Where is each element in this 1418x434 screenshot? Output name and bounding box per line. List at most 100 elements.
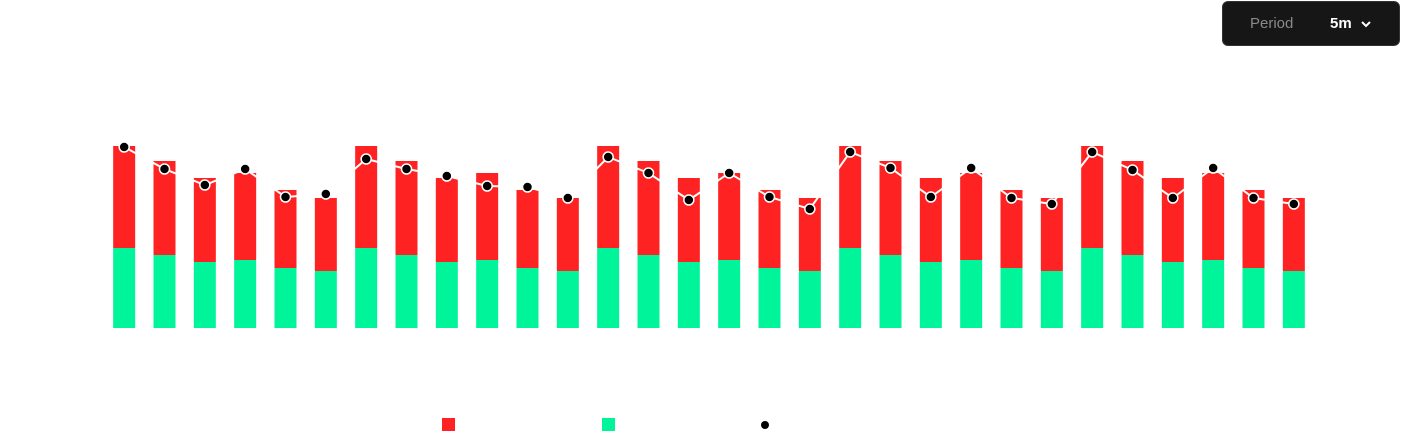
bar-segment bbox=[1282, 271, 1305, 328]
bar-segment bbox=[395, 161, 418, 255]
bar-segment bbox=[435, 262, 458, 328]
bar-segment bbox=[1121, 161, 1144, 255]
bar-segment bbox=[718, 173, 741, 260]
line-dot bbox=[1005, 192, 1018, 204]
line-dot bbox=[925, 191, 937, 203]
line-dot bbox=[1207, 162, 1219, 174]
bar-segment bbox=[637, 255, 660, 328]
bar-segment bbox=[960, 173, 983, 260]
line-dot bbox=[158, 163, 171, 175]
bar-segment bbox=[758, 268, 781, 328]
legend-marker bbox=[602, 418, 615, 431]
line-dot bbox=[683, 194, 695, 206]
line-dot bbox=[400, 163, 413, 175]
bar-segment bbox=[274, 190, 297, 268]
bar-segment bbox=[1040, 271, 1063, 328]
bar-segment bbox=[677, 178, 700, 262]
line-dot bbox=[763, 191, 776, 203]
line-dot bbox=[1046, 198, 1058, 210]
bar-segment bbox=[153, 255, 176, 328]
bar-segment bbox=[798, 198, 821, 271]
legend-marker bbox=[761, 421, 769, 429]
bar-segment bbox=[234, 173, 257, 260]
line-dot bbox=[1288, 198, 1300, 210]
bar-segment bbox=[839, 248, 862, 328]
line-dot bbox=[320, 188, 332, 200]
bar-segment bbox=[355, 146, 378, 248]
line-dot bbox=[360, 153, 372, 165]
line-dot bbox=[965, 162, 977, 174]
bar-segment bbox=[718, 260, 741, 328]
bar-segment bbox=[1081, 146, 1104, 248]
line-dot bbox=[1126, 164, 1139, 176]
line-dot bbox=[279, 191, 292, 203]
bar-segment bbox=[798, 271, 821, 328]
bar-segment bbox=[1242, 268, 1265, 328]
line-dot bbox=[562, 192, 574, 204]
chevron-icon bbox=[1360, 20, 1371, 27]
bar-segment bbox=[879, 255, 902, 328]
bar-segment bbox=[1000, 268, 1023, 328]
bar-segment bbox=[879, 161, 902, 255]
bar-segment bbox=[1202, 173, 1225, 260]
bar-segment bbox=[1000, 190, 1023, 268]
line-dot bbox=[642, 167, 655, 179]
bar-segment bbox=[1202, 260, 1225, 328]
bar-segment bbox=[839, 146, 862, 248]
bar-segment bbox=[113, 248, 136, 328]
line-dot bbox=[1247, 192, 1260, 204]
bar-segment bbox=[1242, 190, 1265, 268]
bar-segment bbox=[516, 190, 539, 268]
line-dot bbox=[844, 146, 856, 158]
line-dot bbox=[1086, 146, 1098, 158]
bar-segment bbox=[435, 178, 458, 262]
line bbox=[123, 146, 1294, 211]
line-dot bbox=[521, 181, 534, 193]
bar-segment bbox=[758, 190, 781, 268]
bar-segment bbox=[677, 262, 700, 328]
bar-segment bbox=[516, 268, 539, 328]
line-dot bbox=[884, 162, 897, 174]
bar-segment bbox=[153, 161, 176, 255]
period-label: Period bbox=[1250, 15, 1294, 32]
bar-segment bbox=[1161, 178, 1184, 262]
bar-segment bbox=[1081, 248, 1104, 328]
bar-segment bbox=[314, 198, 337, 271]
line-dot bbox=[804, 203, 816, 215]
bar-segment bbox=[1282, 198, 1305, 271]
line-dot bbox=[1167, 192, 1179, 204]
period-value: 5m bbox=[1330, 15, 1352, 32]
legend-marker bbox=[442, 418, 455, 431]
bar-segment bbox=[314, 271, 337, 328]
bar-segment bbox=[193, 262, 216, 328]
bar-segment bbox=[193, 178, 216, 262]
bar-segment bbox=[395, 255, 418, 328]
bar-segment bbox=[476, 260, 499, 328]
bar-segment bbox=[919, 262, 942, 328]
bar-segment bbox=[597, 248, 620, 328]
bar-segment bbox=[274, 268, 297, 328]
bar-segment bbox=[597, 146, 620, 248]
bar-segment bbox=[637, 161, 660, 255]
bar-segment bbox=[1121, 255, 1144, 328]
bar-segment bbox=[556, 198, 579, 271]
period-dropdown[interactable]: Period 5m bbox=[1222, 1, 1400, 46]
line-dot bbox=[199, 179, 211, 191]
line-dot bbox=[239, 163, 251, 175]
bar-segment bbox=[960, 260, 983, 328]
line-dot bbox=[602, 151, 614, 163]
bar-segment bbox=[556, 271, 579, 328]
line-dot bbox=[723, 167, 735, 179]
line-dot bbox=[441, 170, 453, 182]
bar-segment bbox=[1161, 262, 1184, 328]
bar-segment bbox=[919, 178, 942, 262]
bar-segment bbox=[476, 173, 499, 260]
bar-segment bbox=[234, 260, 257, 328]
bar-segment bbox=[1040, 198, 1063, 271]
line-dot bbox=[481, 180, 493, 192]
bar-segment bbox=[113, 146, 136, 248]
bar-segment bbox=[355, 248, 378, 328]
line-dot bbox=[118, 141, 130, 153]
